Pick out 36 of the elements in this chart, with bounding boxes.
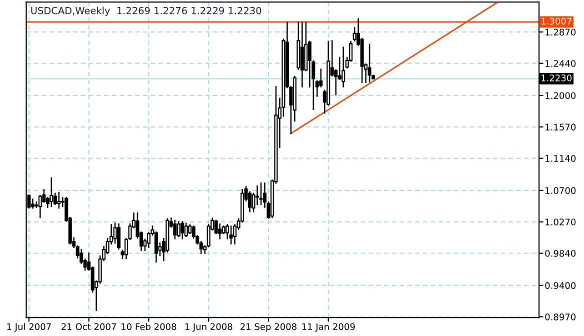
y-tick-label: 1.1570	[546, 124, 576, 130]
y-tick-label: 1.0700	[546, 187, 576, 194]
y-tick-label: 0.9400	[545, 282, 576, 289]
y-tick-label: 1.2000	[546, 92, 576, 100]
candlestick	[300, 22, 304, 88]
x-tick-label: 1 Jun 2008	[185, 323, 232, 332]
x-tick-label: 21 Sep 2008	[240, 323, 296, 332]
candlestick	[113, 222, 117, 244]
candlestick	[57, 192, 61, 209]
x-tick-label: 21 Oct 2007	[62, 323, 116, 330]
candlestick	[50, 177, 54, 208]
x-tick-label: 11 Jan 2009	[302, 323, 355, 332]
candlestick	[184, 222, 188, 238]
candlestick	[352, 26, 356, 42]
candlestick	[180, 221, 184, 240]
candlestick	[229, 226, 233, 244]
y-tick-label: 1.2870	[546, 28, 576, 36]
y-tick-label: 0.8970	[545, 314, 576, 320]
candlestick	[368, 44, 372, 82]
candlestick	[173, 220, 177, 240]
ref-line-label: 1.3007	[542, 18, 572, 25]
chart-title: USDCAD,Weekly 1.2269 1.2276 1.2229 1.2230	[31, 6, 262, 16]
candlestick	[342, 46, 346, 88]
candlestick	[256, 185, 260, 205]
candlestick	[259, 182, 263, 205]
candlestick	[176, 221, 180, 238]
x-tick-label: 1 Jul 2007	[7, 323, 51, 332]
candlestick	[218, 223, 222, 240]
candlestick	[30, 198, 34, 209]
y-tick-label: 1.1140	[546, 155, 576, 162]
ref-line-label: 1.2230	[542, 74, 572, 82]
candlestick	[117, 223, 121, 250]
x-tick-label: 10 Feb 2008	[122, 323, 176, 330]
y-tick-label: 1.0270	[546, 218, 576, 226]
y-tick-label: 1.2440	[546, 60, 576, 67]
y-tick-label: 0.9840	[545, 250, 576, 257]
